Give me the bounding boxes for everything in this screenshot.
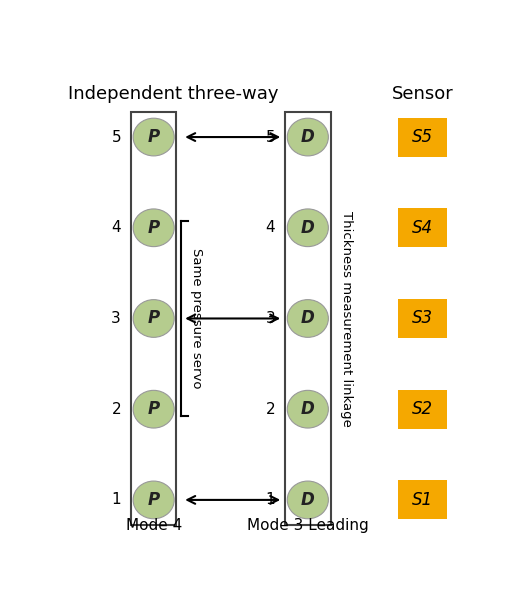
Text: 1: 1	[265, 493, 275, 507]
Text: 5: 5	[111, 130, 121, 144]
Text: 3: 3	[265, 311, 275, 326]
Ellipse shape	[133, 209, 174, 247]
Bar	[285, 112, 330, 525]
Bar	[397, 118, 446, 157]
Text: D: D	[300, 400, 314, 418]
Text: Mode 4: Mode 4	[125, 518, 181, 533]
Text: S1: S1	[411, 491, 432, 509]
Ellipse shape	[133, 300, 174, 337]
Text: S5: S5	[411, 128, 432, 146]
Ellipse shape	[133, 118, 174, 156]
Ellipse shape	[287, 209, 328, 247]
Text: D: D	[300, 310, 314, 327]
Text: S4: S4	[411, 218, 432, 237]
Text: Sensor: Sensor	[391, 85, 453, 103]
Text: 2: 2	[111, 401, 121, 417]
Text: Thickness measurement linkage: Thickness measurement linkage	[339, 211, 352, 427]
Text: 4: 4	[111, 220, 121, 235]
Text: D: D	[300, 218, 314, 237]
Text: P: P	[147, 218, 159, 237]
Text: 1: 1	[111, 493, 121, 507]
Text: 3: 3	[111, 311, 121, 326]
Text: 5: 5	[265, 130, 275, 144]
Text: P: P	[147, 491, 159, 509]
Text: S2: S2	[411, 400, 432, 418]
Bar	[397, 480, 446, 520]
Ellipse shape	[287, 118, 328, 156]
Ellipse shape	[133, 481, 174, 519]
Bar	[397, 390, 446, 429]
Bar	[397, 299, 446, 338]
Ellipse shape	[287, 390, 328, 428]
Text: P: P	[147, 400, 159, 418]
Text: 4: 4	[265, 220, 275, 235]
Bar	[131, 112, 176, 525]
Text: D: D	[300, 491, 314, 509]
Ellipse shape	[133, 390, 174, 428]
Text: Mode 3 Leading: Mode 3 Leading	[246, 518, 368, 533]
Text: Same pressure servo: Same pressure servo	[190, 248, 203, 389]
Text: P: P	[147, 310, 159, 327]
Bar	[397, 208, 446, 247]
Text: S3: S3	[411, 310, 432, 327]
Ellipse shape	[287, 300, 328, 337]
Text: P: P	[147, 128, 159, 146]
Text: Independent three-way: Independent three-way	[68, 85, 277, 103]
Ellipse shape	[287, 481, 328, 519]
Text: 2: 2	[265, 401, 275, 417]
Text: D: D	[300, 128, 314, 146]
